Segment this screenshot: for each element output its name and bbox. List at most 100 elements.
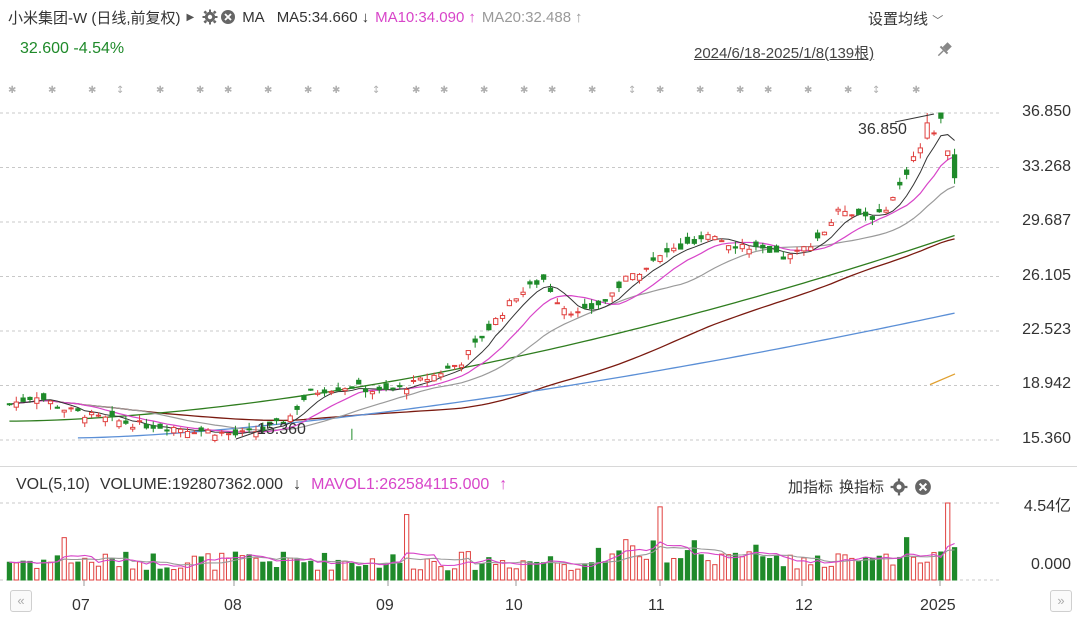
ma-settings-label: 设置均线: [868, 11, 929, 28]
low-arrow: [235, 429, 263, 440]
candle-body: [260, 426, 266, 431]
candle-body: [68, 407, 74, 410]
volume-bar: [616, 550, 622, 581]
candle-body: [719, 240, 725, 243]
event-marker: ↕: [872, 85, 880, 96]
volume-bar: [431, 560, 437, 581]
volume-bar: [705, 560, 711, 581]
candle-body: [732, 246, 739, 249]
candle-body: [82, 416, 88, 424]
volume-bar: [842, 554, 848, 581]
scroll-right-button[interactable]: »: [1050, 590, 1072, 612]
ma-settings-button[interactable]: 设置均线 ﹀: [868, 8, 943, 29]
candle-body: [842, 210, 848, 217]
event-marker: ✱: [264, 85, 272, 96]
x-label-aug: 08: [224, 597, 242, 614]
candle-body: [404, 388, 410, 395]
candle-body: [657, 255, 663, 263]
volume-bar: [109, 557, 115, 581]
candle-body: [171, 426, 177, 434]
volume-bar: [102, 553, 108, 581]
candle-body: [157, 423, 163, 429]
ticker-title[interactable]: 小米集团-W (日线,前复权): [8, 9, 181, 27]
volume-bar: [438, 566, 444, 581]
volume-bar: [6, 561, 13, 581]
volume-bar: [917, 562, 923, 581]
candle-body: [273, 418, 280, 422]
candle-body: [746, 248, 752, 255]
volume-bar: [938, 551, 944, 581]
candle-body: [315, 392, 321, 395]
candle-body: [616, 281, 622, 289]
candle-body: [904, 169, 910, 175]
last-price: 32.600: [20, 40, 69, 57]
ma250-line: [77, 312, 955, 439]
volume-bar: [198, 556, 204, 581]
volume-axis-top: 4.54亿: [1023, 498, 1071, 515]
candle-body: [232, 429, 239, 436]
add-indicator-button[interactable]: 加指标: [788, 479, 834, 496]
price-axis-label: 18.942: [1022, 375, 1071, 393]
x-label-dec: 12: [795, 597, 813, 614]
candle-body: [136, 420, 143, 423]
candle-body: [664, 248, 670, 253]
candle-body: [219, 431, 225, 434]
event-marker: ✱: [656, 85, 664, 96]
play-triangle-icon[interactable]: ▶: [186, 11, 195, 23]
gear-icon[interactable]: [890, 478, 908, 496]
volume-bar: [561, 564, 567, 581]
volume-bar: [760, 556, 766, 581]
volume-bar: [828, 565, 834, 581]
volume-bar: [554, 562, 560, 581]
volume-bar: [808, 564, 814, 581]
candle-body: [123, 420, 129, 424]
close-circle-icon[interactable]: [914, 478, 932, 496]
volume-bar: [410, 568, 417, 581]
event-marker: ✱: [480, 85, 488, 96]
volume-bar: [664, 562, 670, 581]
gear-icon[interactable]: [202, 9, 218, 25]
price-axis-label: 26.105: [1022, 266, 1071, 284]
close-circle-icon[interactable]: [220, 9, 236, 25]
ma60-line: [9, 238, 955, 422]
volume-bar: [27, 560, 33, 581]
candle-body: [869, 216, 876, 220]
event-marker: ✱: [548, 85, 556, 96]
ma10-line: [9, 155, 955, 433]
candle-body: [308, 388, 314, 391]
volume-bar: [465, 551, 471, 581]
pin-icon[interactable]: [934, 40, 954, 60]
date-range-link[interactable]: 2024/6/18-2025/1/8(139根): [694, 45, 875, 62]
volume-bar: [287, 557, 293, 581]
candle-body: [438, 373, 444, 378]
candle-body: [95, 414, 102, 417]
candle-body: [369, 391, 376, 395]
volume-bar: [390, 554, 396, 581]
volume-bar: [273, 567, 280, 581]
volume-bar: [232, 551, 239, 581]
volume-bar: [212, 569, 218, 581]
scroll-left-button[interactable]: «: [10, 590, 32, 612]
candle-body: [691, 239, 697, 244]
volume-bar: [677, 558, 684, 581]
candle-body: [821, 231, 828, 236]
switch-indicator-button[interactable]: 换指标: [839, 479, 885, 496]
volume-bar: [588, 562, 595, 581]
candle-body: [636, 273, 643, 281]
candle-body: [582, 303, 588, 309]
candle-body: [499, 314, 506, 319]
volume-bar: [883, 553, 889, 581]
volume-bar: [794, 568, 800, 581]
candle-body: [178, 428, 184, 434]
arrow-up-icon: ↑: [499, 476, 508, 493]
event-marker: ✱: [844, 85, 852, 96]
event-marker: ✱: [48, 85, 56, 96]
volume-bar: [417, 569, 423, 581]
volume-bar: [123, 551, 129, 581]
volume-bar: [328, 569, 334, 581]
candle-body: [541, 274, 547, 280]
vol-label: VOL(5,10): [16, 476, 90, 493]
candle-body: [191, 432, 197, 435]
candle-body: [684, 236, 691, 244]
